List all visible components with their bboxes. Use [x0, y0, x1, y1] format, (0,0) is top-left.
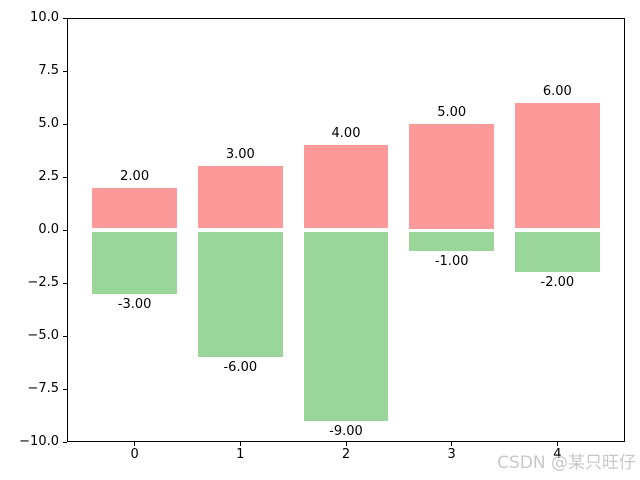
bar-positive-4: [515, 102, 600, 229]
bar-positive-2: [303, 145, 389, 229]
x-tick-label: 0: [130, 447, 139, 462]
x-tick-label: 2: [341, 447, 351, 462]
bar-positive-1: [198, 166, 283, 229]
y-tick-label: −2.5: [27, 275, 59, 290]
bar-value-label: 5.00: [437, 105, 467, 120]
bar-negative-4: [515, 231, 600, 273]
x-tick-mark: [556, 442, 558, 446]
bar-value-label: 4.00: [331, 126, 361, 142]
y-tick-mark: [63, 17, 67, 19]
x-tick-label: 1: [236, 447, 245, 462]
bar-value-label: -3.00: [117, 296, 152, 312]
y-tick-label: 2.5: [38, 169, 59, 184]
bar-negative-2: [303, 231, 389, 421]
bar-value-label: -9.00: [329, 423, 363, 439]
bar-value-label: 2.00: [120, 168, 150, 184]
x-tick-label: 4: [553, 447, 562, 462]
y-tick-mark: [63, 282, 67, 284]
watermark: CSDN @某只旺仔: [497, 453, 636, 473]
bar-value-label: -2.00: [540, 275, 575, 291]
bar-positive-0: [92, 187, 177, 229]
bar-negative-3: [409, 231, 494, 252]
x-tick-mark: [451, 442, 453, 446]
bar-value-label: -6.00: [223, 360, 258, 376]
bar-value-label: 3.00: [225, 147, 255, 163]
y-tick-label: 5.0: [38, 116, 59, 131]
y-tick-label: −5.0: [27, 328, 59, 343]
x-tick-mark: [239, 442, 241, 446]
y-tick-label: 0.0: [38, 222, 59, 237]
bar-value-label: 6.00: [542, 83, 572, 99]
y-tick-mark: [63, 123, 67, 125]
y-tick-mark: [63, 388, 67, 390]
y-tick-mark: [63, 70, 67, 72]
bar-negative-0: [92, 231, 177, 294]
y-tick-mark: [63, 335, 67, 337]
y-tick-label: 7.5: [38, 63, 59, 78]
x-tick-mark: [345, 442, 347, 446]
y-tick-label: 10.0: [30, 10, 59, 25]
y-tick-label: −10.0: [19, 434, 59, 449]
y-tick-mark: [63, 441, 67, 443]
x-tick-label: 3: [447, 447, 456, 462]
y-tick-mark: [63, 176, 67, 178]
bar-value-label: -1.00: [434, 254, 469, 270]
bar-negative-1: [198, 231, 283, 358]
y-tick-mark: [63, 229, 67, 231]
y-tick-label: −7.5: [27, 381, 59, 396]
x-tick-mark: [134, 442, 136, 446]
bar-positive-3: [409, 124, 494, 229]
